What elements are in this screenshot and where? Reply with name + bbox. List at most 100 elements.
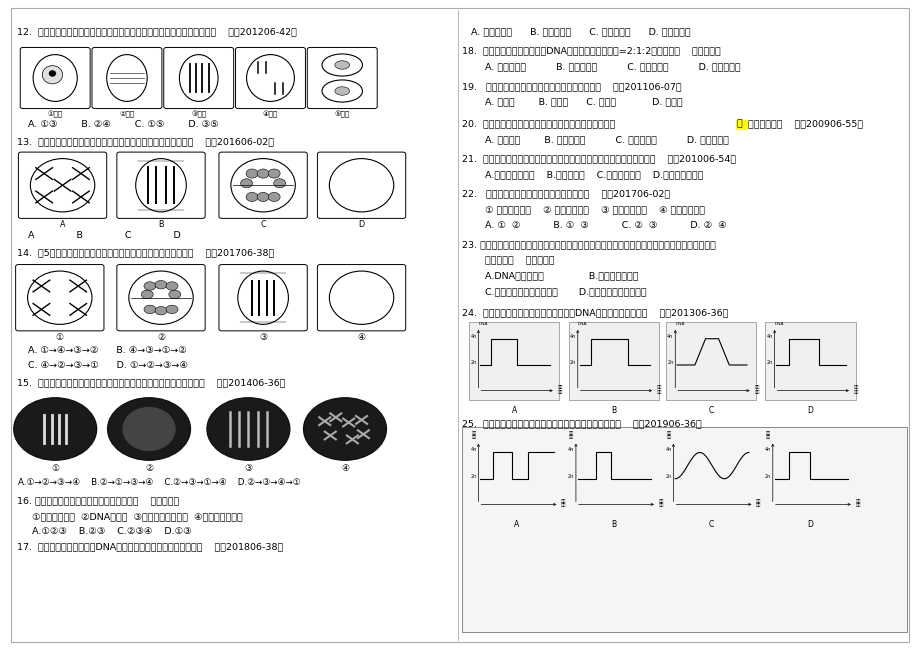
Text: 13.  下列为植物细胞有丝分裂的模式图，细胞处于分裂中期的是（    ）【201606-02】: 13. 下列为植物细胞有丝分裂的模式图，细胞处于分裂中期的是（ ）【201606… [17,138,273,147]
Text: ④: ④ [357,333,365,342]
Text: 20.  在高等动物细胞和高等植物细胞的有丝分裂过程中，: 20. 在高等动物细胞和高等植物细胞的有丝分裂过程中， [461,120,615,129]
Text: C.细胞质分成两部分的方式       D.自身蛋白质合成的方式: C.细胞质分成两部分的方式 D.自身蛋白质合成的方式 [484,287,646,296]
Text: 15.  下图为有丝分裂不同时期的图像，能正确反映分裂过程顺序的是（    ）【201406-36】: 15. 下图为有丝分裂不同时期的图像，能正确反映分裂过程顺序的是（ ）【2014… [17,378,285,387]
Ellipse shape [14,398,96,460]
Text: A. 核膜消失        B. 出现纺锤体          C. 出现染色体          D. 出现细胞板: A. 核膜消失 B. 出现纺锤体 C. 出现染色体 D. 出现细胞板 [484,135,728,144]
FancyBboxPatch shape [307,47,377,109]
Text: ③: ③ [244,464,252,473]
Text: 染色
体数: 染色 体数 [471,431,476,439]
Text: 18.  在细胞有丝分裂过程中，DNA：染色体：染色单体=2:1:2的时期是（    ）【课本】: 18. 在细胞有丝分裂过程中，DNA：染色体：染色单体=2:1:2的时期是（ ）… [461,47,720,56]
Text: B: B [158,220,164,229]
Ellipse shape [108,398,190,460]
Text: D: D [807,520,812,529]
Text: D: D [807,406,812,415]
Text: 2n: 2n [764,474,770,478]
FancyBboxPatch shape [92,47,162,109]
Text: 染色
体数: 染色 体数 [666,431,671,439]
Text: ③: ③ [259,333,267,342]
Text: 染色
体数: 染色 体数 [766,431,770,439]
Text: 4n: 4n [764,447,770,452]
Text: ⑤末期: ⑤末期 [335,111,349,118]
Text: C. ④→②→③→①      D. ①→②→③→④: C. ④→②→③→① D. ①→②→③→④ [28,361,187,370]
Text: A              B              C              D: A B C D [28,231,180,240]
Ellipse shape [30,159,95,212]
Ellipse shape [245,192,257,202]
Text: 21.  （双选）比较动物细胞和高等植物细胞的有丝分裂过程，相同点有（    ）【201006-54】: 21. （双选）比较动物细胞和高等植物细胞的有丝分裂过程，相同点有（ ）【201… [461,155,735,164]
Text: ①: ① [51,464,59,473]
Text: B: B [610,520,616,529]
FancyBboxPatch shape [164,47,233,109]
Ellipse shape [268,192,280,202]
FancyBboxPatch shape [117,152,205,218]
Text: 细胞
周期: 细胞 周期 [853,385,858,394]
Ellipse shape [169,290,180,299]
Text: 2n: 2n [664,474,671,478]
Text: 12.  以下是小何对高等植物细胞有丝分裂各时期模式图的描述，错误的是（    ）【201206-42】: 12. 以下是小何对高等植物细胞有丝分裂各时期模式图的描述，错误的是（ ）【20… [17,27,296,36]
Text: C: C [708,520,713,529]
Ellipse shape [246,55,294,101]
Text: 2n: 2n [569,360,575,365]
Text: A. ①③        B. ②④        C. ①⑤        D. ③⑤: A. ①③ B. ②④ C. ①⑤ D. ③⑤ [28,120,218,129]
Text: A.①→②→③→④    B.②→①→③→④    C.②→③→①→④    D.②→③→④→①: A.①→②→③→④ B.②→①→③→④ C.②→③→①→④ D.②→③→④→① [18,478,301,487]
Text: ②前期: ②前期 [119,111,134,117]
Text: 25.  下列能正确反映有丝分裂过程中染色体数目变化的是（    ）【201906-36】: 25. 下列能正确反映有丝分裂过程中染色体数目变化的是（ ）【201906-36… [461,419,701,428]
Text: 2n: 2n [470,360,476,365]
Text: 4n: 4n [766,333,772,339]
Text: 4n: 4n [470,333,476,339]
Text: DNA: DNA [478,322,487,326]
Text: 细胞
周期: 细胞 周期 [855,499,860,508]
Text: ①间期: ①间期 [48,111,62,118]
Text: A. ①  ②           B. ①  ③           C. ②  ③           D. ②  ④: A. ① ② B. ① ③ C. ② ③ D. ② ④ [484,221,726,230]
Ellipse shape [154,281,167,289]
Text: 2n: 2n [470,474,476,478]
Text: A. 前期和中期          B. 中期和后期          C. 后期和末期          D. 间期和末期: A. 前期和中期 B. 中期和后期 C. 后期和末期 D. 间期和末期 [484,62,740,72]
Text: DNA: DNA [675,322,684,326]
Text: ②: ② [157,333,165,342]
Ellipse shape [245,169,257,178]
Ellipse shape [329,271,393,324]
Text: A.DNA复制的方式               B.是否出现星射线: A.DNA复制的方式 B.是否出现星射线 [484,272,638,281]
Text: 相同的特征（    ）【200906-55】: 相同的特征（ ）【200906-55】 [747,120,862,129]
Ellipse shape [240,179,252,188]
Ellipse shape [329,159,393,212]
FancyBboxPatch shape [117,265,205,331]
Text: 14.  图5为植物细胞分裂不同阶段的模式图，正确的分裂次序是（    ）【201706-38】: 14. 图5为植物细胞分裂不同阶段的模式图，正确的分裂次序是（ ）【201706… [17,248,274,257]
Text: ④后期: ④后期 [263,111,278,118]
Text: 细胞
周期: 细胞 周期 [754,385,759,394]
Text: A: A [60,220,65,229]
Ellipse shape [143,305,155,314]
Ellipse shape [256,169,269,178]
Ellipse shape [166,305,178,314]
Text: 细胞
周期: 细胞 周期 [561,499,566,508]
Text: 2n: 2n [766,360,772,365]
Text: 4n: 4n [470,447,476,452]
Text: ②: ② [145,464,153,473]
Text: 检查它的（    ）【练习】: 检查它的（ ）【练习】 [484,256,554,265]
Ellipse shape [231,159,295,212]
Bar [469,322,559,400]
FancyBboxPatch shape [16,265,104,331]
Text: 19.   在细胞周期的各个时期均存在的细胞结构是（    ）【201106-07】: 19. 在细胞周期的各个时期均存在的细胞结构是（ ）【201106-07】 [461,82,681,91]
Bar [461,427,906,632]
Text: 22.   与有丝分裂相比，无丝分裂过程中没有（    ）【201706-02】: 22. 与有丝分裂相比，无丝分裂过程中没有（ ）【201706-02】 [461,190,669,199]
FancyBboxPatch shape [219,265,307,331]
Text: B: B [610,406,616,415]
Text: 染色
体数: 染色 体数 [569,431,573,439]
Ellipse shape [142,290,153,299]
Text: A.①②③    B.②③    C.②③④    D.①③: A.①②③ B.②③ C.②③④ D.①③ [32,526,192,536]
Text: 2n: 2n [666,360,673,365]
Text: C: C [260,220,266,229]
Ellipse shape [322,54,362,76]
Text: A. ①→④→③→②      B. ④→③→①→②: A. ①→④→③→② B. ④→③→①→② [28,346,187,355]
Text: 17.  细胞有丝分裂过程中，DNA与染色体的数目加倍分别发生在（    ）【201806-38】: 17. 细胞有丝分裂过程中，DNA与染色体的数目加倍分别发生在（ ）【20180… [17,543,282,552]
Ellipse shape [166,281,178,290]
Text: 23. 依据生理特点，鉴别一个正在进行有丝分裂的细胞是植物细胞还是动物细胞，最可靠的方法是: 23. 依据生理特点，鉴别一个正在进行有丝分裂的细胞是植物细胞还是动物细胞，最可… [461,240,715,250]
Ellipse shape [268,169,280,178]
Text: 不: 不 [736,120,742,129]
Text: A.细胞核膜都消失    B.都有中心体    C.都形成染色体    D.都有细胞板形成: A.细胞核膜都消失 B.都有中心体 C.都形成染色体 D.都有细胞板形成 [484,170,702,179]
Text: 16. 从分子水平看，有丝分裂间期的变化是（    ）【练习】: 16. 从分子水平看，有丝分裂间期的变化是（ ）【练习】 [17,497,178,506]
Ellipse shape [49,70,56,77]
Text: A. 间期，后期      B. 前期，中期      C. 中期，后期      D. 间期，前期: A. 间期，后期 B. 前期，中期 C. 中期，后期 D. 间期，前期 [471,27,690,36]
Ellipse shape [303,398,386,460]
Text: 24.  能代表细胞有丝分裂过程中细胞核内DNA含量变化的曲线是（    ）【201306-36】: 24. 能代表细胞有丝分裂过程中细胞核内DNA含量变化的曲线是（ ）【20130… [461,308,728,317]
